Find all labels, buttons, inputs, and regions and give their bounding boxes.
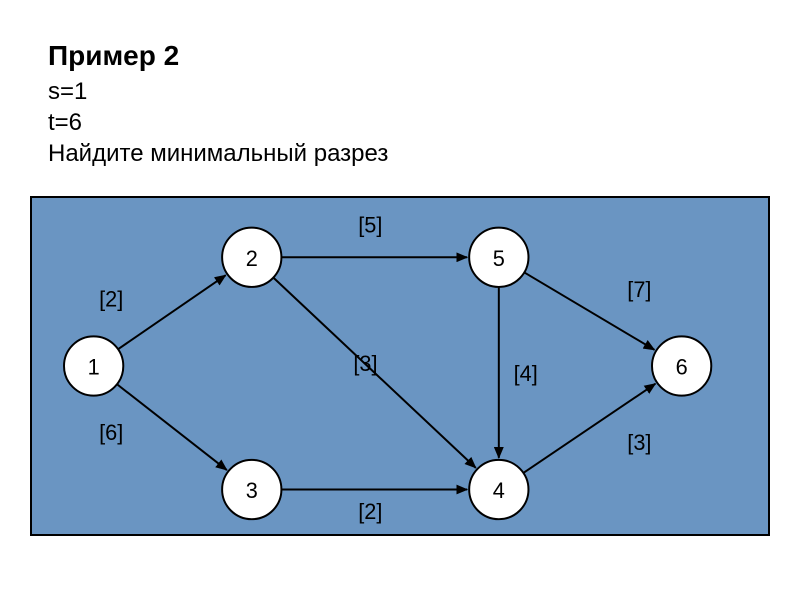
task-text: Найдите минимальный разрез	[48, 140, 752, 168]
diagram-panel: 1 2 3 4 5 6 [2] [6] [5] [3] [2] [4] [7] [3]	[30, 196, 770, 536]
node-1: 1	[64, 337, 123, 396]
edge-label-5-4: [4]	[514, 361, 538, 386]
edge-4-6	[523, 384, 655, 473]
node-label-5: 5	[493, 246, 505, 271]
nodes-layer: 1 2 3 4 5 6	[64, 228, 711, 520]
title: Пример 2	[48, 40, 752, 72]
edge-1-2	[118, 276, 226, 350]
param-t: t=6	[48, 107, 752, 138]
node-4: 4	[469, 460, 528, 519]
network-svg: 1 2 3 4 5 6 [2] [6] [5] [3] [2] [4] [7] [3]	[32, 198, 768, 534]
node-label-1: 1	[88, 355, 100, 380]
node-label-3: 3	[246, 478, 258, 503]
node-5: 5	[469, 228, 528, 287]
problem-header: Пример 2 s=1 t=6 Найдите минимальный раз…	[0, 0, 800, 188]
edges-layer	[117, 258, 655, 490]
edge-label-2-5: [5]	[358, 213, 382, 238]
edge-label-1-3: [6]	[99, 420, 123, 445]
param-s: s=1	[48, 76, 752, 107]
edge-label-3-4: [2]	[358, 500, 382, 525]
node-3: 3	[222, 460, 281, 519]
node-label-4: 4	[493, 478, 505, 503]
node-label-6: 6	[676, 355, 688, 380]
node-label-2: 2	[246, 246, 258, 271]
edge-label-2-4: [3]	[353, 351, 377, 376]
edge-1-3	[117, 385, 227, 471]
node-2: 2	[222, 228, 281, 287]
edge-label-5-6: [7]	[627, 277, 651, 302]
edge-label-4-6: [3]	[627, 430, 651, 455]
labels-layer: [2] [6] [5] [3] [2] [4] [7] [3]	[99, 213, 651, 525]
node-6: 6	[652, 337, 711, 396]
edge-label-1-2: [2]	[99, 287, 123, 312]
